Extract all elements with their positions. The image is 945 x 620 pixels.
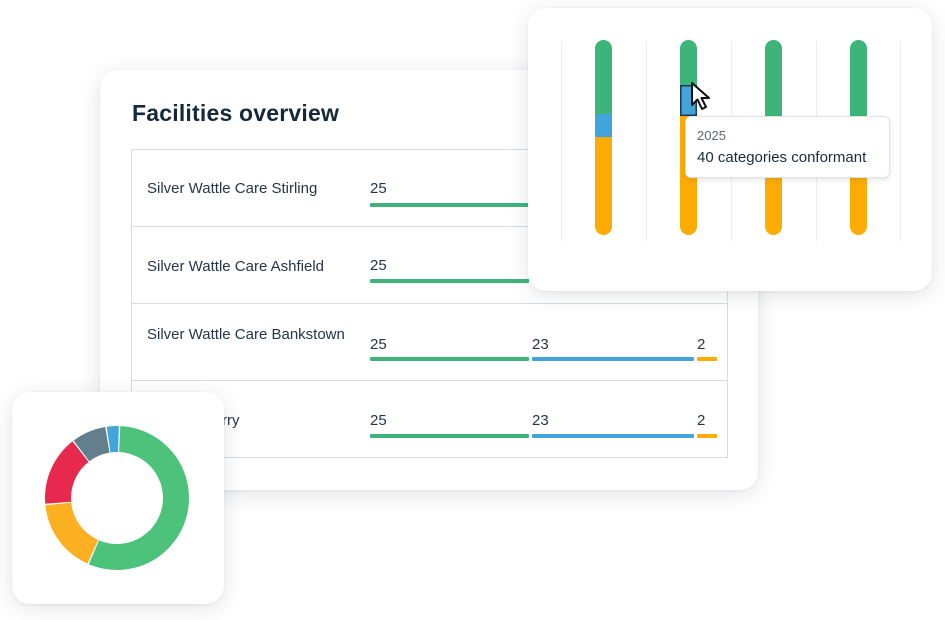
conformant-bar [370, 203, 529, 207]
donut-slice[interactable] [45, 441, 89, 504]
conformant-count: 25 [370, 257, 387, 274]
donut-slice[interactable] [106, 426, 119, 453]
donut-chart-card [12, 392, 224, 604]
chart-tooltip: 2025 40 categories conformant [685, 116, 890, 178]
donut-chart [45, 426, 189, 570]
conformant-count: 25 [370, 336, 387, 353]
green-segment[interactable] [765, 40, 782, 134]
table-row[interactable]: Silver Wattle Care Stirling 25 [132, 150, 727, 226]
gridline [900, 41, 901, 241]
conformant-bar [370, 279, 529, 283]
blue-segment[interactable] [595, 114, 612, 137]
facility-name: Silver Wattle Care Stirling [147, 180, 318, 197]
table-row[interactable]: Silver Wattle Care Bankstown 25 23 2 [132, 303, 727, 380]
tooltip-value: 40 categories conformant [697, 149, 867, 166]
conformant-count: 25 [370, 412, 387, 429]
table-row[interactable]: Silver Wattle Care Ashfield 25 [132, 226, 727, 303]
partial-bar [532, 357, 694, 361]
stacked-bar[interactable] [595, 40, 612, 235]
green-segment[interactable] [595, 40, 612, 114]
partial-count: 23 [532, 412, 549, 429]
tooltip-year: 2025 [697, 128, 726, 143]
mouse-pointer-icon [691, 82, 710, 110]
green-segment[interactable] [850, 40, 867, 134]
stacked-chart-card: 2025 40 categories conformant [528, 8, 932, 291]
nonconformant-bar [697, 434, 717, 438]
facility-name: Silver Wattle Care Ashfield [147, 258, 325, 275]
conformant-bar [370, 357, 529, 361]
donut-slice[interactable] [45, 502, 99, 564]
donut-slice[interactable] [88, 426, 189, 570]
orange-segment[interactable] [595, 137, 612, 235]
gridline [561, 41, 562, 241]
gridline [646, 41, 647, 241]
overview-title: Facilities overview [132, 100, 340, 126]
facility-name: Silver Wattle Care Bankstown [147, 326, 345, 343]
nonconformant-bar [697, 357, 717, 361]
nonconformant-count: 2 [697, 412, 706, 429]
partial-count: 23 [532, 336, 549, 353]
donut-slice[interactable] [73, 426, 110, 462]
nonconformant-count: 2 [697, 336, 706, 353]
green-segment[interactable] [680, 40, 697, 85]
partial-bar [532, 434, 694, 438]
conformant-bar [370, 434, 529, 438]
conformant-count: 25 [370, 180, 387, 197]
